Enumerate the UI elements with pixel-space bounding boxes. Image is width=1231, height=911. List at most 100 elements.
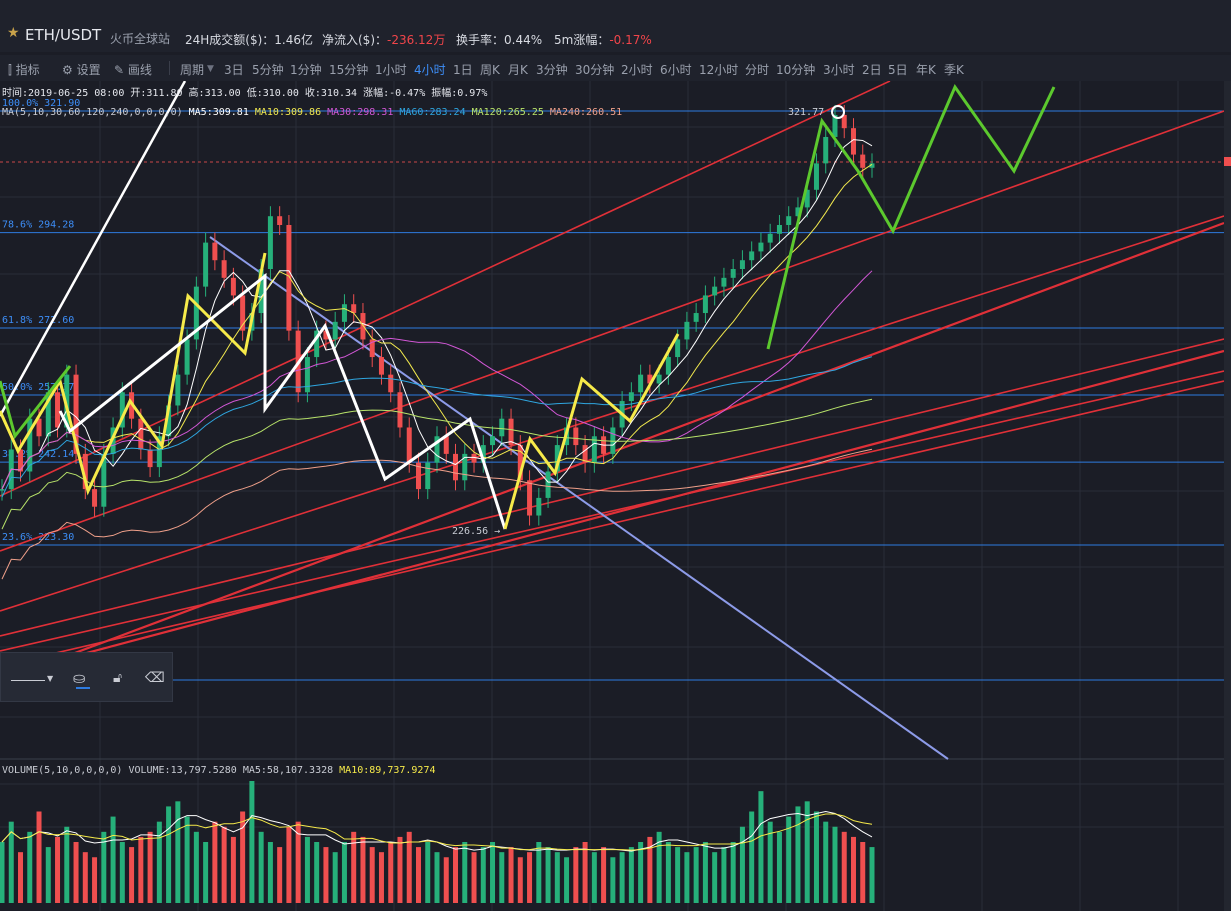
period-tab[interactable]: 3日 xyxy=(224,63,244,77)
volume-bar xyxy=(415,847,421,903)
volume-bar xyxy=(323,847,329,903)
lock-icon[interactable]: 🔓︎ xyxy=(113,670,123,686)
candle-body xyxy=(480,445,486,463)
volume-bar xyxy=(360,836,366,903)
volume-bar xyxy=(712,852,718,903)
period-tab[interactable]: 5分钟 xyxy=(252,63,284,77)
candle-body xyxy=(721,277,727,287)
pair-title[interactable]: ETH/USDT xyxy=(25,26,102,44)
current-price-marker xyxy=(1224,157,1231,166)
fan-line xyxy=(0,110,1224,552)
period-tab[interactable]: 4小时 xyxy=(414,63,446,77)
candle-body xyxy=(341,304,347,322)
candle-body xyxy=(675,339,681,358)
volume-bar xyxy=(813,811,819,903)
ohlc-legend: 时间:2019-06-25 08:00 开:311.80 高:313.00 低:… xyxy=(2,86,487,99)
volume-bar xyxy=(554,852,560,903)
indicator-button[interactable]: ⫿ 指标 xyxy=(8,63,40,77)
period-tab[interactable]: 5日 xyxy=(888,63,908,77)
volume-bar xyxy=(804,801,810,903)
period-tab[interactable]: 10分钟 xyxy=(776,63,816,77)
volume-bar xyxy=(860,842,866,903)
ma-legend: MA(5,10,30,60,120,240,0,0,0,0) MA5:309.8… xyxy=(2,107,622,118)
candle-body xyxy=(841,114,847,129)
candle-body xyxy=(795,207,801,217)
period-tab[interactable]: 1小时 xyxy=(375,63,407,77)
candle-body xyxy=(462,453,468,481)
candle-body xyxy=(850,128,856,155)
volume-bar xyxy=(332,852,338,903)
line-style-preview[interactable] xyxy=(11,680,45,681)
period-tab[interactable]: 分时 xyxy=(745,63,770,77)
wave-white xyxy=(58,272,507,530)
period-tab[interactable]: 1分钟 xyxy=(290,63,322,77)
period-dropdown-icon[interactable]: ▼ xyxy=(207,64,214,74)
stat-5m-change: 5m涨幅：-0.17% xyxy=(554,33,652,47)
paint-bucket-icon[interactable]: ⛀ xyxy=(73,669,86,687)
volume-bars xyxy=(0,781,875,903)
volume-bar xyxy=(166,806,172,903)
volume-bar xyxy=(92,857,98,903)
moving-averages xyxy=(1,139,873,580)
volume-bar xyxy=(249,781,255,903)
line-style-dropdown-icon[interactable]: ▼ xyxy=(47,674,54,683)
volume-bar xyxy=(304,836,310,903)
period-tab[interactable]: 3小时 xyxy=(823,63,855,77)
volume-bar xyxy=(795,806,801,903)
candle-body xyxy=(610,427,616,454)
volume-bar xyxy=(573,847,579,903)
candle-body xyxy=(175,374,181,406)
candle-body xyxy=(92,489,98,507)
volume-bar xyxy=(27,831,33,903)
period-tab[interactable]: 2小时 xyxy=(621,63,653,77)
volume-bar xyxy=(786,816,792,903)
wave-yellow-1 xyxy=(0,252,267,496)
candle-body xyxy=(573,427,579,446)
volume-bar xyxy=(767,821,773,903)
period-tab[interactable]: 季K xyxy=(944,63,964,77)
volume-bar xyxy=(675,847,681,903)
volume-bar xyxy=(869,847,875,903)
candle-body xyxy=(665,357,671,375)
candle-body xyxy=(656,374,662,384)
volume-bar xyxy=(286,826,292,903)
period-tab[interactable]: 6小时 xyxy=(660,63,692,77)
draw-line-button[interactable]: ✎ 画线 xyxy=(114,63,152,77)
volume-bar xyxy=(453,847,459,903)
volume-bar xyxy=(55,836,61,903)
candle-body xyxy=(434,436,440,463)
period-tab[interactable]: 1日 xyxy=(453,63,473,77)
period-label: 周期 xyxy=(180,63,205,77)
volume-bar xyxy=(499,852,505,903)
candle-body xyxy=(101,453,107,507)
fib-label: 50.0% 257.37 xyxy=(2,382,74,393)
volume-legend: VOLUME(5,10,0,0,0,0) VOLUME:13,797.5280 … xyxy=(2,765,435,776)
volume-bar xyxy=(82,852,88,903)
candle-body xyxy=(425,462,431,490)
volume-bar xyxy=(684,852,690,903)
period-tab[interactable]: 周K xyxy=(480,63,500,77)
volume-bar xyxy=(730,842,736,903)
period-tab[interactable]: 3分钟 xyxy=(536,63,568,77)
chart-background xyxy=(0,81,1224,911)
volume-bar xyxy=(45,847,51,903)
period-tab[interactable]: 月K xyxy=(508,63,528,77)
candle-body xyxy=(166,405,172,437)
period-tab[interactable]: 年K xyxy=(916,63,936,77)
period-tab[interactable]: 2日 xyxy=(862,63,882,77)
period-tab[interactable]: 12小时 xyxy=(699,63,739,77)
favorite-star-icon[interactable]: ★ xyxy=(7,25,20,41)
volume-bar xyxy=(240,811,246,903)
settings-button[interactable]: ⚙ 设置 xyxy=(62,63,101,77)
candle-body xyxy=(230,277,236,296)
eraser-icon[interactable]: ⌫ xyxy=(145,670,165,686)
toolbar-divider xyxy=(169,61,170,75)
indicator-icon: ⫿ xyxy=(8,63,12,77)
candle-body xyxy=(776,225,782,234)
volume-bar xyxy=(73,842,79,903)
period-tab[interactable]: 30分钟 xyxy=(575,63,615,77)
candlestick-chart[interactable]: 100.0% 321.90 78.6% 294.28 61.8% 272.60 50.… xyxy=(0,81,1224,911)
period-tab[interactable]: 15分钟 xyxy=(329,63,369,77)
fan-line xyxy=(0,380,1224,667)
volume-bar xyxy=(64,826,70,903)
